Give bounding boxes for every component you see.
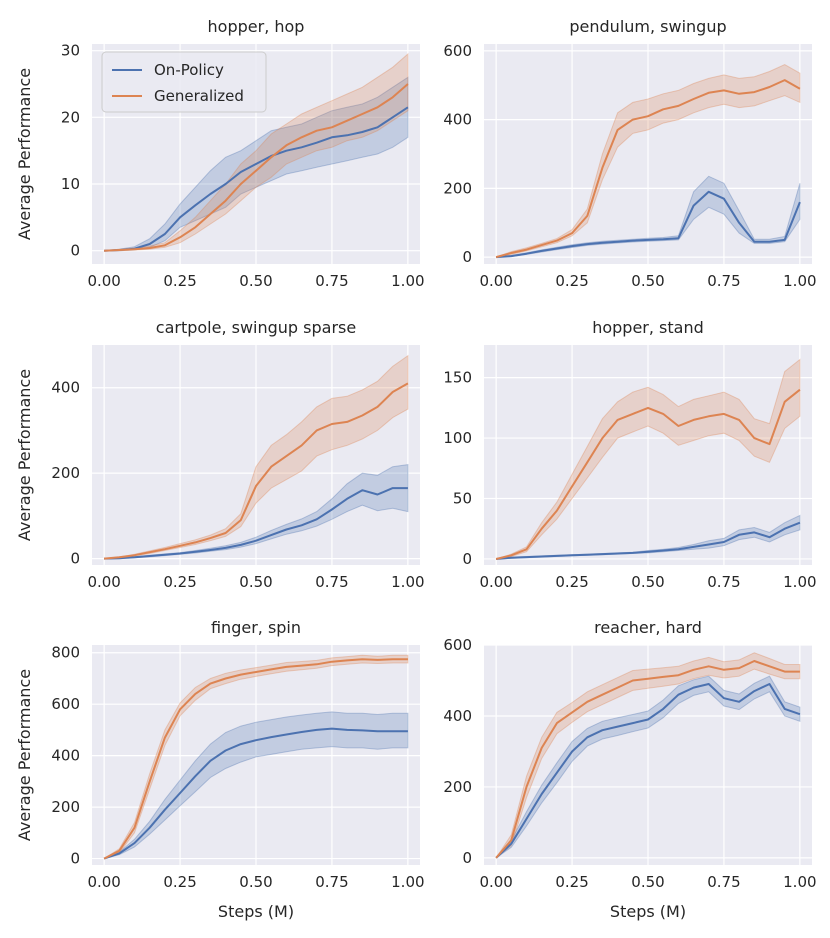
y-axis-label: Average Performance xyxy=(15,369,34,541)
y-tick-label: 100 xyxy=(443,429,472,447)
series-line xyxy=(495,388,801,560)
x-tick-label: 1.00 xyxy=(391,573,424,591)
x-tick-label: 0.75 xyxy=(315,272,348,290)
plot-area xyxy=(104,52,409,252)
legend-label: Generalized xyxy=(154,87,244,105)
x-tick-label: 0.50 xyxy=(631,272,664,290)
plot-area xyxy=(103,654,409,860)
series-line xyxy=(104,106,409,252)
x-tick-label: 0.00 xyxy=(87,873,120,891)
series-line xyxy=(103,658,408,860)
chart-panel: 0.00 0.25 0.50 0.75 1.00 0 200 400 600 800 finger,… xyxy=(15,618,425,921)
x-tick-label: 0.25 xyxy=(163,272,196,290)
x-tick-label: 1.00 xyxy=(783,573,816,591)
y-axis-label: Average Performance xyxy=(15,669,34,841)
chart-title: hopper, stand xyxy=(592,318,704,337)
y-tick-label: 400 xyxy=(443,707,472,725)
y-tick-label: 20 xyxy=(61,108,80,126)
x-tick-label: 0.50 xyxy=(239,573,272,591)
y-tick-label: 800 xyxy=(51,644,80,662)
chart-title: pendulum, swingup xyxy=(569,17,726,36)
y-tick-label: 200 xyxy=(443,778,472,796)
legend: On-Policy Generalized xyxy=(101,51,267,113)
x-tick-label: 0.00 xyxy=(87,573,120,591)
plot-area xyxy=(495,652,801,859)
y-tick-label: 0 xyxy=(70,850,80,868)
x-tick-label: 0.25 xyxy=(555,573,588,591)
series-line xyxy=(104,382,409,560)
series-line xyxy=(104,487,408,560)
y-tick-label: 600 xyxy=(443,636,472,654)
y-tick-label: 600 xyxy=(443,42,472,60)
legend-label: On-Policy xyxy=(154,61,224,79)
x-tick-label: 1.00 xyxy=(783,873,816,891)
chart-title: finger, spin xyxy=(211,618,301,637)
series-line xyxy=(496,190,801,259)
x-axis-label: Steps (M) xyxy=(218,902,294,921)
x-tick-label: 0.75 xyxy=(315,873,348,891)
chart-title: hopper, hop xyxy=(208,17,305,36)
x-tick-label: 1.00 xyxy=(783,272,816,290)
y-tick-label: 200 xyxy=(443,179,472,197)
y-tick-label: 0 xyxy=(462,849,472,867)
x-tick-label: 0.75 xyxy=(707,573,740,591)
confidence-band xyxy=(496,175,801,258)
y-tick-label: 0 xyxy=(70,242,80,260)
y-tick-label: 0 xyxy=(462,248,472,266)
y-tick-label: 200 xyxy=(51,464,80,482)
x-tick-label: 0.75 xyxy=(315,573,348,591)
x-tick-label: 0.50 xyxy=(239,272,272,290)
y-tick-label: 150 xyxy=(443,369,472,387)
y-tick-label: 600 xyxy=(51,695,80,713)
plot-area xyxy=(495,64,801,259)
x-tick-label: 1.00 xyxy=(391,272,424,290)
chart-panel: 0.00 0.25 0.50 0.75 1.00 0 200 400 600 reacher, h… xyxy=(443,618,816,921)
y-tick-label: 400 xyxy=(51,379,80,397)
y-tick-label: 400 xyxy=(51,747,80,765)
x-tick-label: 0.25 xyxy=(555,873,588,891)
y-tick-label: 30 xyxy=(61,42,80,60)
confidence-band xyxy=(104,354,409,560)
chart-panel: 0.00 0.25 0.50 0.75 1.00 0 50 100 150 hopper, sta… xyxy=(443,318,816,591)
x-tick-label: 0.75 xyxy=(707,272,740,290)
confidence-band xyxy=(104,52,409,252)
y-tick-label: 0 xyxy=(70,550,80,568)
chart-panel: 0.00 0.25 0.50 0.75 1.00 0 200 400 cartpole, swi… xyxy=(15,318,425,591)
x-tick-label: 0.25 xyxy=(555,272,588,290)
y-tick-label: 10 xyxy=(61,175,80,193)
legend-box xyxy=(101,51,267,113)
series-line xyxy=(495,660,800,859)
x-tick-label: 0.25 xyxy=(163,873,196,891)
series-line xyxy=(103,727,408,860)
confidence-band xyxy=(495,358,801,560)
chart-panel: 0.00 0.25 0.50 0.75 1.00 0 10 20 30 hopper, hop Av… xyxy=(15,17,425,290)
x-tick-label: 0.50 xyxy=(631,573,664,591)
series-line xyxy=(496,521,801,560)
x-tick-label: 0.00 xyxy=(87,272,120,290)
y-tick-label: 50 xyxy=(453,490,472,508)
x-tick-label: 0.00 xyxy=(479,873,512,891)
chart-title: cartpole, swingup sparse xyxy=(156,318,356,337)
y-tick-label: 0 xyxy=(462,550,472,568)
chart-title: reacher, hard xyxy=(594,618,702,637)
x-tick-label: 0.75 xyxy=(707,873,740,891)
x-tick-label: 0.00 xyxy=(479,272,512,290)
plot-area xyxy=(104,354,409,560)
y-tick-label: 200 xyxy=(51,798,80,816)
x-tick-label: 0.50 xyxy=(631,873,664,891)
x-axis-label: Steps (M) xyxy=(610,902,686,921)
series-line xyxy=(104,83,409,252)
series-line xyxy=(495,79,801,259)
x-tick-label: 0.50 xyxy=(239,873,272,891)
plot-area xyxy=(495,358,801,560)
x-tick-label: 0.00 xyxy=(479,573,512,591)
x-tick-label: 0.25 xyxy=(163,573,196,591)
x-tick-label: 1.00 xyxy=(391,873,424,891)
y-axis-label: Average Performance xyxy=(15,68,34,240)
y-tick-label: 400 xyxy=(443,111,472,129)
chart-panel: 0.00 0.25 0.50 0.75 1.00 0 200 400 600 pendulum, … xyxy=(443,17,816,290)
series-line xyxy=(495,683,801,859)
